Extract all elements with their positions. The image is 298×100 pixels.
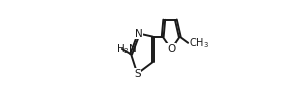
Text: O: O [167, 44, 175, 54]
Text: S: S [134, 69, 141, 79]
Text: CH$_3$: CH$_3$ [189, 36, 209, 50]
Text: N: N [135, 29, 143, 39]
Text: H$_2$N: H$_2$N [116, 42, 137, 56]
